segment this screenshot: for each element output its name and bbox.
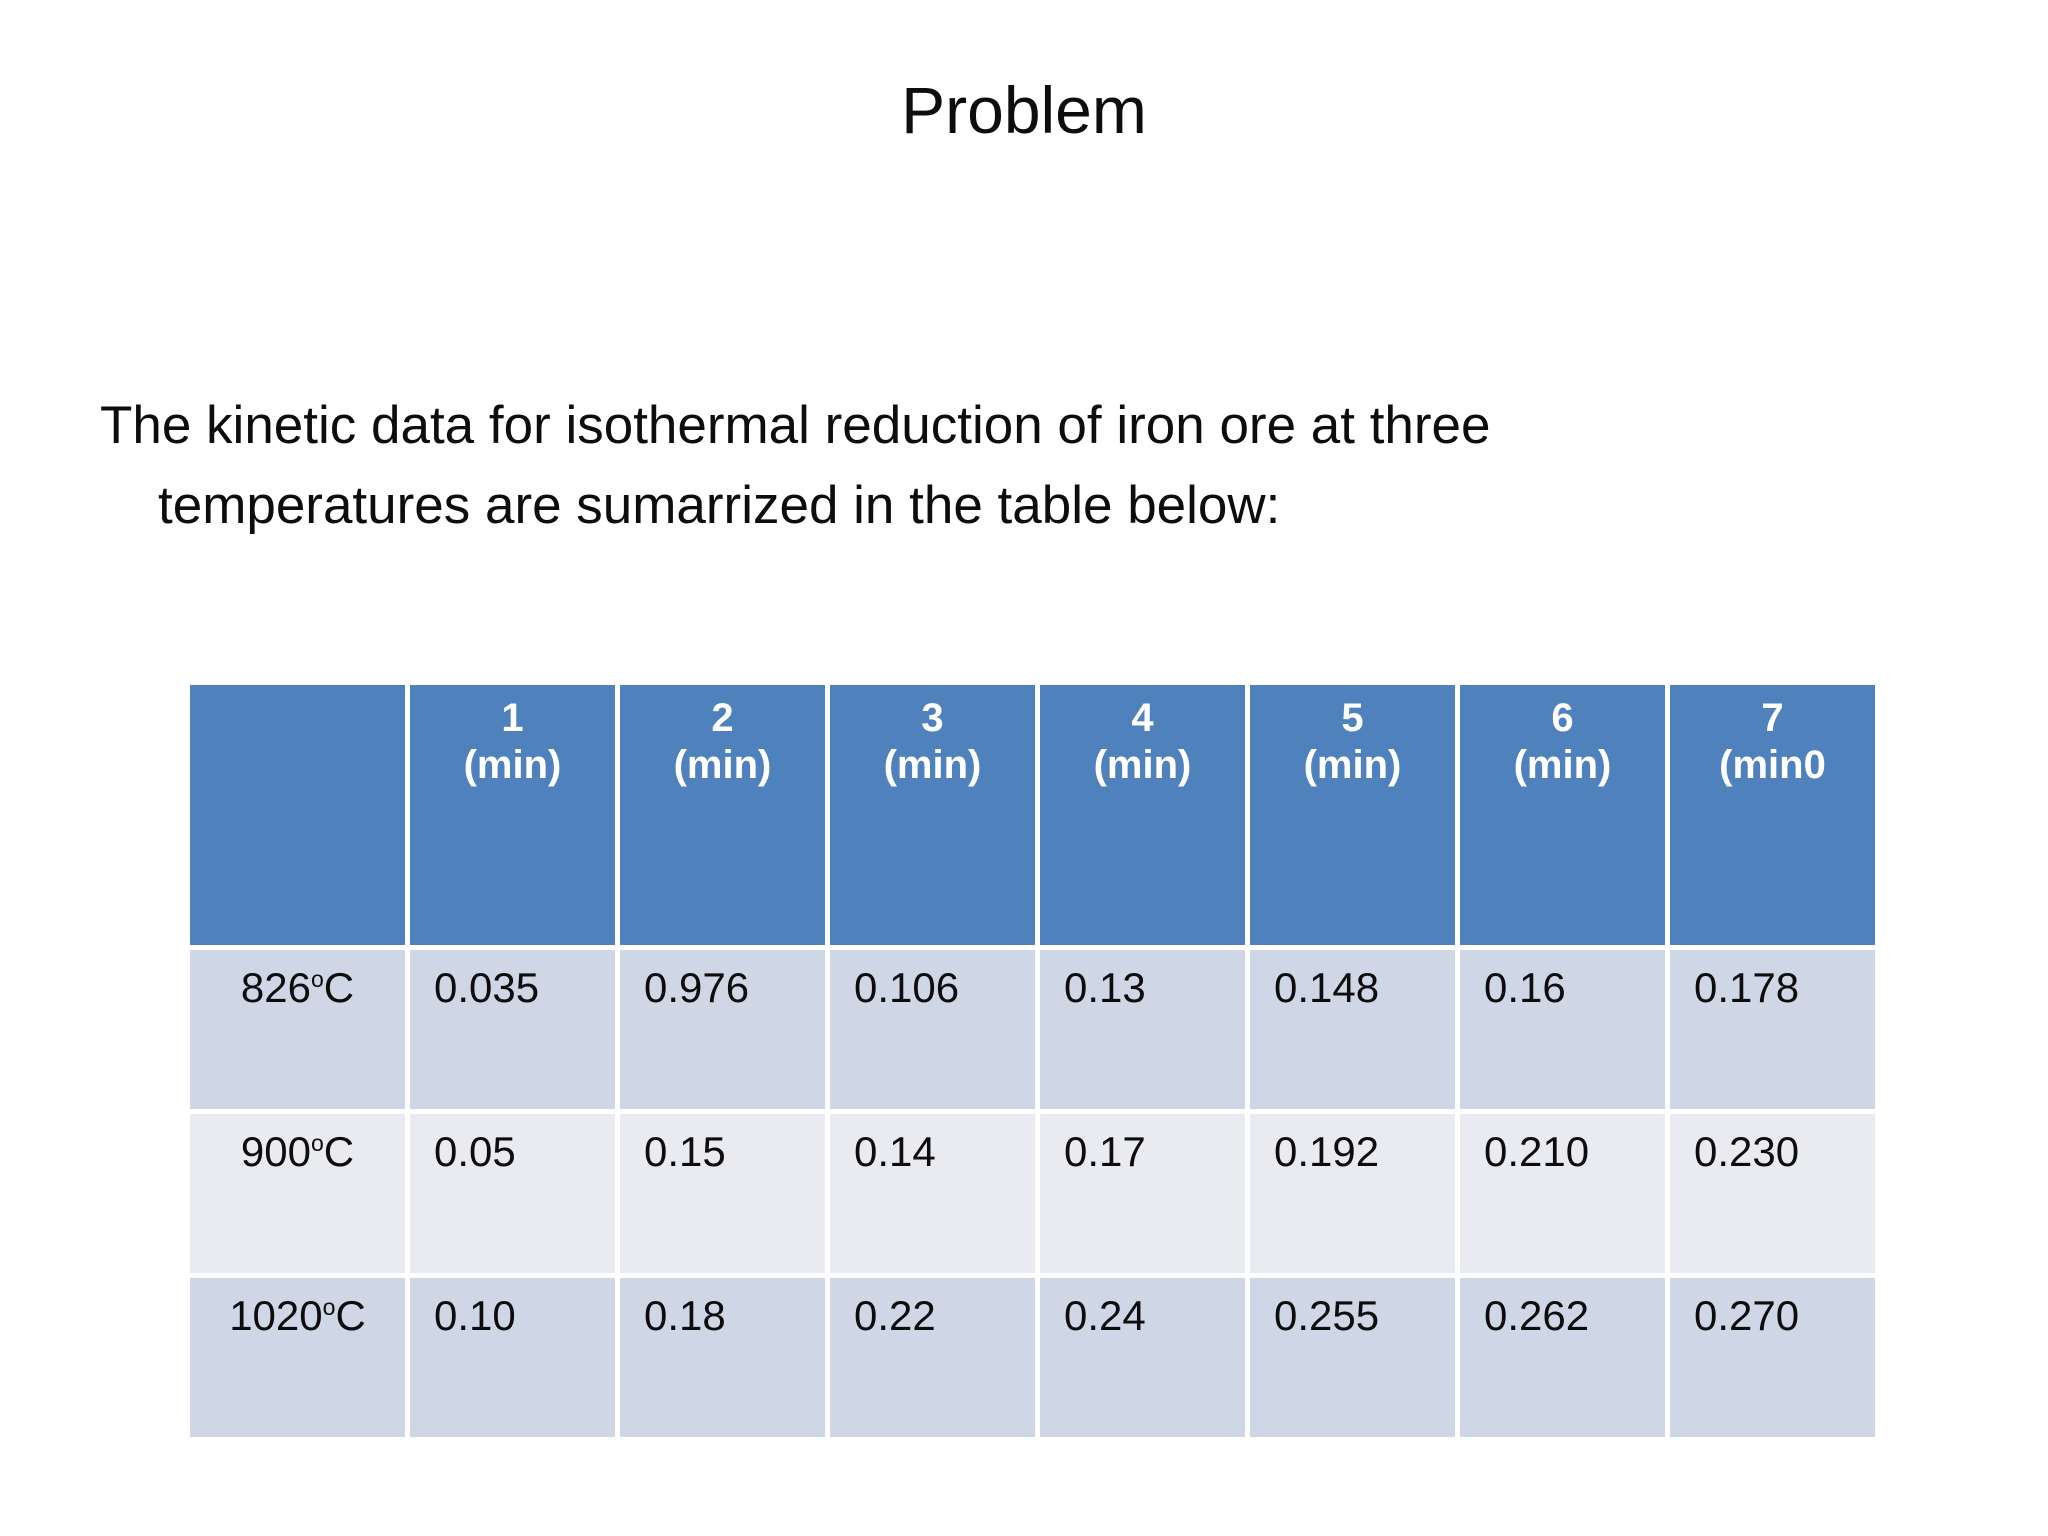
- header-unit: (min): [673, 743, 772, 788]
- data-cell: 0.16: [1460, 950, 1665, 1109]
- header-corner-cell: [190, 685, 405, 945]
- header-cell-4: 4 (min): [1040, 685, 1245, 945]
- header-number: 1: [501, 696, 524, 740]
- temperature-value: 900: [240, 1128, 311, 1175]
- temperature-unit: C: [323, 1128, 355, 1175]
- data-cell: 0.05: [410, 1114, 615, 1273]
- degree-symbol: o: [310, 966, 324, 992]
- data-cell: 0.192: [1250, 1114, 1455, 1273]
- temperature-label: 826oC: [190, 950, 405, 1109]
- body-line-1: The kinetic data for isothermal reductio…: [100, 396, 1491, 455]
- header-cell-3: 3 (min): [830, 685, 1035, 945]
- header-cell-2: 2 (min): [620, 685, 825, 945]
- data-cell: 0.18: [620, 1278, 825, 1437]
- header-number: 7: [1761, 696, 1784, 740]
- data-cell: 0.976: [620, 950, 825, 1109]
- page-title: Problem: [901, 73, 1147, 147]
- table-row-900: 900oC 0.05 0.15 0.14 0.17 0.192 0.210 0.…: [190, 1114, 1875, 1273]
- header-unit: (min0: [1719, 743, 1826, 788]
- data-cell: 0.17: [1040, 1114, 1245, 1273]
- table-row-1020: 1020oC 0.10 0.18 0.22 0.24 0.255 0.262 0…: [190, 1278, 1875, 1437]
- degree-symbol: o: [322, 1294, 336, 1320]
- temperature-unit: C: [335, 1292, 366, 1339]
- data-cell: 0.148: [1250, 950, 1455, 1109]
- data-cell: 0.106: [830, 950, 1035, 1109]
- data-cell: 0.035: [410, 950, 615, 1109]
- temperature-label: 900oC: [190, 1114, 405, 1273]
- header-number: 3: [921, 696, 944, 740]
- data-cell: 0.13: [1040, 950, 1245, 1109]
- header-unit: (min): [1303, 743, 1402, 788]
- header-number: 4: [1131, 696, 1154, 740]
- header-cell-6: 6 (min): [1460, 685, 1665, 945]
- table-header-row: 1 (min) 2 (min) 3 (min) 4 (min) 5 (min) …: [190, 685, 1875, 945]
- data-cell: 0.178: [1670, 950, 1875, 1109]
- data-cell: 0.22: [830, 1278, 1035, 1437]
- header-unit: (min): [1093, 743, 1192, 788]
- temperature-value: 826: [240, 964, 311, 1011]
- header-unit: (min): [883, 743, 982, 788]
- header-cell-1: 1 (min): [410, 685, 615, 945]
- data-cell: 0.230: [1670, 1114, 1875, 1273]
- temperature-label: 1020oC: [190, 1278, 405, 1437]
- header-number: 6: [1551, 696, 1574, 740]
- body-paragraph: The kinetic data for isothermal reductio…: [100, 386, 1900, 545]
- header-unit: (min): [463, 743, 562, 788]
- data-cell: 0.255: [1250, 1278, 1455, 1437]
- temperature-unit: C: [323, 964, 355, 1011]
- header-number: 2: [711, 696, 734, 740]
- data-cell: 0.15: [620, 1114, 825, 1273]
- header-cell-5: 5 (min): [1250, 685, 1455, 945]
- header-cell-7: 7 (min0: [1670, 685, 1875, 945]
- degree-symbol: o: [310, 1130, 324, 1156]
- data-cell: 0.10: [410, 1278, 615, 1437]
- kinetic-data-table: 1 (min) 2 (min) 3 (min) 4 (min) 5 (min) …: [185, 680, 1880, 1442]
- data-cell: 0.24: [1040, 1278, 1245, 1437]
- body-line-2: temperatures are sumarrized in the table…: [158, 475, 1281, 535]
- data-cell: 0.210: [1460, 1114, 1665, 1273]
- header-number: 5: [1341, 696, 1364, 740]
- table-row-826: 826oC 0.035 0.976 0.106 0.13 0.148 0.16 …: [190, 950, 1875, 1109]
- data-cell: 0.262: [1460, 1278, 1665, 1437]
- header-unit: (min): [1513, 743, 1612, 788]
- data-cell: 0.270: [1670, 1278, 1875, 1437]
- data-cell: 0.14: [830, 1114, 1035, 1273]
- temperature-value: 1020: [229, 1292, 323, 1339]
